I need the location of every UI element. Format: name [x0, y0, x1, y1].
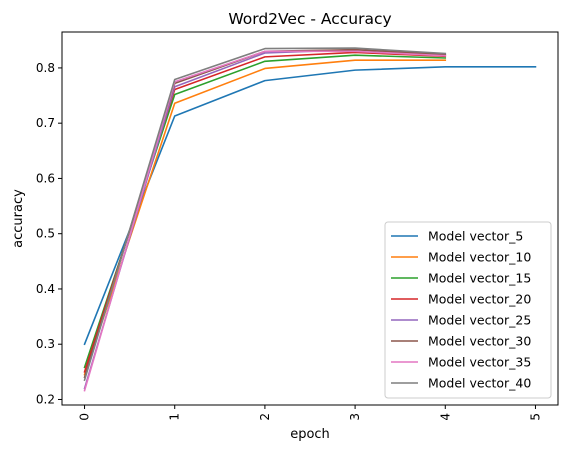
y-tick-label-3: 0.5 [36, 227, 55, 241]
legend-label-5: Model vector_30 [428, 334, 531, 349]
series-line-1 [83, 59, 447, 376]
legend-label-6: Model vector_35 [428, 355, 531, 370]
x-tick-label-3: 3 [348, 413, 362, 421]
legend-label-2: Model vector_15 [428, 271, 531, 286]
ticks-layer: 0 1 2 3 4 5 0.2 0.3 0.4 0.5 0.6 0.7 0.8 [36, 61, 543, 421]
y-axis-label: accuracy [11, 189, 26, 248]
series-line-7 [83, 47, 447, 382]
y-tick-label-5: 0.7 [36, 116, 55, 130]
series-layer [83, 47, 537, 392]
y-tick-label-6: 0.8 [36, 61, 55, 75]
x-tick-label-2: 2 [258, 413, 272, 421]
x-tick-label-5: 5 [528, 413, 542, 421]
y-tick-label-0: 0.2 [36, 392, 55, 406]
plot-frame [61, 31, 559, 406]
x-tick-label-0: 0 [78, 413, 92, 421]
y-tick-label-4: 0.6 [36, 171, 55, 185]
y-tick-label-2: 0.4 [36, 282, 55, 296]
legend-label-3: Model vector_20 [428, 292, 531, 307]
y-tick-label-1: 0.3 [36, 337, 55, 351]
series-line-6 [83, 50, 447, 392]
legend-label-7: Model vector_40 [428, 376, 531, 391]
series-line-0 [83, 66, 537, 346]
legend-label-0: Model vector_5 [428, 229, 523, 244]
legend-box [384, 221, 552, 399]
legend-label-1: Model vector_10 [428, 250, 531, 265]
x-axis-label: epoch [290, 427, 330, 442]
x-tick-label-1: 1 [168, 413, 182, 421]
chart-title: Word2Vec - Accuracy [228, 10, 391, 28]
legend-label-4: Model vector_25 [428, 313, 531, 328]
x-tick-label-4: 4 [438, 413, 452, 421]
legend: Model vector_5 Model vector_10 Model vecto… [384, 221, 552, 399]
